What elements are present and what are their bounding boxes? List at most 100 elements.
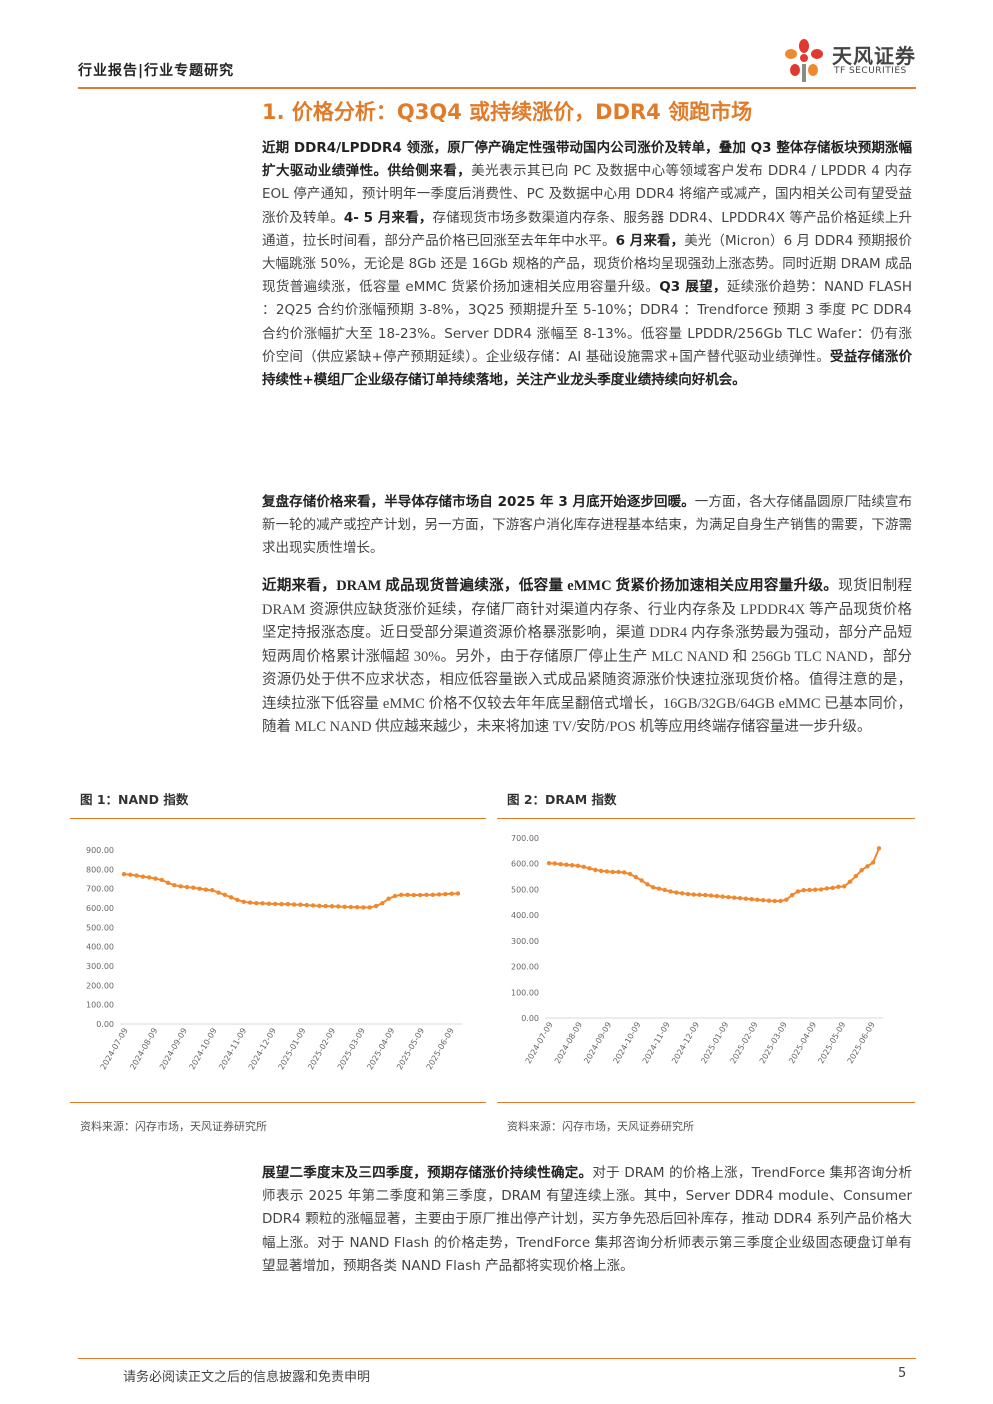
data-point [662, 887, 667, 893]
data-point [361, 905, 366, 910]
data-point [304, 902, 309, 908]
data-point [153, 876, 158, 881]
header-divider [78, 87, 916, 89]
data-point [172, 882, 177, 888]
data-point [732, 895, 737, 900]
page-number: 5 [898, 1366, 907, 1381]
data-point [247, 900, 253, 905]
x-tick-label: 2024-09-09 [158, 1027, 189, 1072]
paragraph-outlook: 展望二季度末及三四季度，预期存储涨价持续性确定。对于 DRAM 的价格上涨，Tr… [262, 1162, 912, 1278]
figure2-source: 资料来源：闪存市场，天风证券研究所 [507, 1120, 694, 1133]
figure1-title: 图 1：NAND 指数 [80, 792, 189, 807]
series-line [123, 873, 459, 909]
data-point [147, 875, 152, 880]
p1-bold-3: 4- 5 月来看， [343, 209, 433, 226]
p4-text-1: 对于 DRAM 的价格上涨，TrendForce 集邦咨询分析师表示 2025 … [262, 1165, 912, 1274]
x-tick-label: 2024-10-09 [612, 1021, 643, 1066]
data-point [342, 904, 347, 910]
data-point [455, 891, 461, 896]
data-point [598, 868, 604, 874]
data-point [651, 885, 656, 890]
y-tick-label: 500.00 [511, 885, 539, 894]
data-point [552, 861, 557, 866]
y-tick-label: 800.00 [86, 865, 114, 874]
x-tick-label: 2025-04-09 [787, 1021, 818, 1066]
data-point [801, 888, 806, 893]
data-point [743, 896, 749, 901]
data-point [842, 884, 847, 889]
data-point [235, 897, 240, 903]
data-point [865, 864, 870, 869]
data-point [336, 904, 341, 909]
logo-brand-cn: 天风证券 [832, 44, 916, 68]
x-tick-label: 2024-09-09 [582, 1021, 613, 1066]
dram-index-chart: 700.00 600.00 500.00 400.00 300.00 200.00 100.… [511, 834, 883, 1066]
data-point [449, 891, 454, 896]
x-tick-label: 2024-07-09 [524, 1021, 555, 1066]
data-point [140, 874, 146, 879]
data-point [128, 872, 133, 877]
p2-text-1: 一方面，各大存储晶圆原厂陆续宣布新一轮的减产或控产计划，另一方面，下游客户消化库… [262, 494, 913, 557]
data-point [697, 892, 702, 898]
p1-text-1: 美光表示其已向 PC 及数据中心等领域客户发布 DDR4 / LPDDR 4 内… [262, 163, 913, 226]
paragraph-price-review: 复盘存储价格来看，半导体存储市场自 2025 年 3 月底开始逐步回暖。一方面，… [262, 491, 912, 561]
p4-bold-1: 展望二季度末及三四季度，预期存储涨价持续性确定。 [262, 1165, 593, 1181]
report-breadcrumb: 行业报告|行业专题研究 [78, 63, 235, 79]
data-point [645, 882, 650, 887]
data-point [134, 873, 139, 878]
x-tick-label: 2025-04-09 [365, 1027, 396, 1072]
x-tick-label: 2024-07-09 [99, 1027, 130, 1072]
data-point [323, 903, 328, 909]
x-tick-label: 2024-08-09 [553, 1021, 584, 1066]
data-point [285, 901, 291, 907]
data-point [593, 867, 598, 873]
data-point [210, 888, 215, 893]
data-point [633, 874, 639, 880]
data-point [755, 897, 760, 902]
data-point [203, 887, 209, 892]
x-tick-label: 2024-10-09 [188, 1027, 219, 1072]
data-point [178, 884, 183, 889]
data-point [813, 887, 818, 892]
data-point [656, 886, 662, 891]
data-point [685, 891, 691, 897]
data-point [564, 862, 569, 867]
y-tick-label: 400.00 [86, 943, 114, 952]
data-point [241, 899, 246, 905]
p2-bold-1: 复盘存储价格来看，半导体存储市场自 2025 年 3 月底开始逐步回暖。 [262, 494, 695, 510]
p1-bold-5: Q3 展望， [659, 279, 727, 296]
p1-text-2: 存储现货市场多数渠道内存条、服务器 DDR4、LPDDR4X 等产品价格延续上升… [262, 209, 913, 249]
data-point [443, 891, 448, 897]
x-tick-label: 2025-06-09 [425, 1027, 456, 1072]
x-tick-label: 2024-08-09 [128, 1027, 159, 1072]
data-point [405, 892, 410, 898]
p1-text-4: 延续涨价趋势：NAND FLASH ：2Q25 合约价涨幅预期 3-8%，3Q2… [262, 279, 913, 365]
data-point [367, 905, 372, 910]
y-tick-label: 0.00 [521, 1014, 539, 1023]
data-point [604, 869, 610, 874]
data-point [853, 873, 859, 879]
data-point [310, 903, 316, 908]
data-point [795, 889, 801, 894]
data-point [668, 889, 673, 894]
data-point [859, 867, 864, 873]
data-point [587, 866, 592, 871]
footer-disclaimer: 请务必阅读正文之后的信息披露和免责申明 [123, 1370, 371, 1385]
data-point [329, 904, 335, 909]
figure1-source: 资料来源：闪存市场，天风证券研究所 [80, 1120, 267, 1133]
y-tick-label: 700.00 [86, 885, 114, 894]
y-tick-label: 300.00 [511, 937, 539, 946]
x-tick-label: 2025-03-09 [758, 1021, 789, 1066]
data-point [424, 892, 429, 898]
data-point [430, 892, 435, 898]
data-point [847, 879, 853, 884]
data-point [836, 884, 841, 890]
data-point [784, 897, 789, 902]
x-tick-label: 2025-03-09 [336, 1027, 367, 1072]
logo-brand-en: TF SECURITIES [834, 66, 907, 76]
data-point [766, 898, 772, 903]
data-point [761, 898, 766, 903]
data-point [726, 894, 731, 900]
y-tick-label: 500.00 [86, 923, 114, 932]
paragraph-recent-dram: 近期来看，DRAM 成品现货普遍续涨，低容量 eMMC 货紧价扬加速相关应用容量… [262, 575, 912, 740]
